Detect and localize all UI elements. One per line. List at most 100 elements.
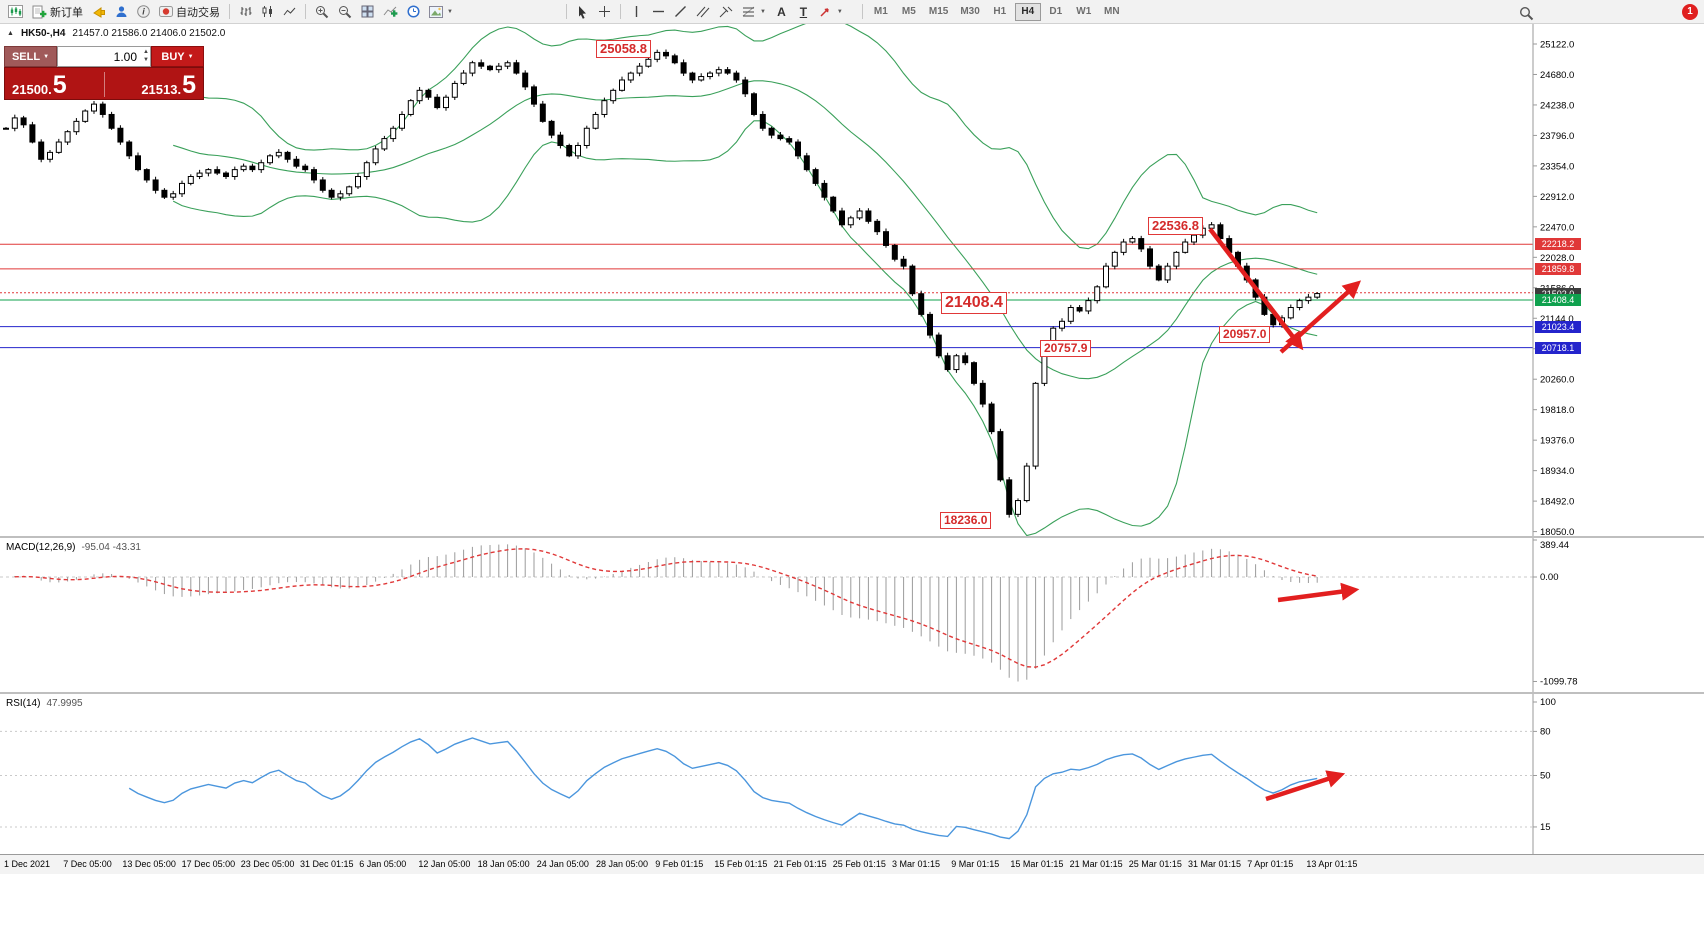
timeframe-M1[interactable]: M1 (868, 3, 894, 21)
zoom-out-button[interactable] (334, 2, 356, 22)
time-axis-label: 9 Feb 01:15 (655, 859, 704, 869)
window-icon: ▲ (7, 30, 14, 37)
chevron-down-icon: ▼ (43, 53, 50, 60)
macd-panel: 389.44 0.00 -1099.78 MACD(12,26,9) -95.04 … (0, 536, 1704, 692)
horizontal-line-button[interactable] (648, 2, 669, 22)
cursor-icon (579, 5, 587, 19)
price-axis-label: 23354.0 (1540, 161, 1574, 172)
pitchfork-button[interactable] (715, 2, 737, 22)
volume-input[interactable]: 1.00 ▲ ▼ (57, 46, 151, 67)
price-annotation[interactable]: 21408.4 (941, 292, 1007, 314)
trend-arrow (1277, 582, 1360, 603)
price-annotation[interactable]: 18236.0 (940, 512, 992, 529)
time-axis-label: 28 Jan 05:00 (596, 859, 649, 869)
macd-axis-label: 389.44 (1540, 540, 1569, 551)
time-axis-label: 24 Jan 05:00 (536, 859, 589, 869)
cursor-button[interactable] (572, 2, 593, 22)
rsi-canvas[interactable]: 100 80 50 15 (0, 694, 1704, 854)
new-chart-button[interactable] (4, 2, 27, 22)
trendline-button[interactable] (670, 2, 691, 22)
price-chart-canvas[interactable]: 25122.0 24680.0 24238.0 23796.0 23354.0 22912… (0, 24, 1704, 536)
text-label-button[interactable]: T (793, 2, 814, 22)
chart-window: 25122.0 24680.0 24238.0 23796.0 23354.0 22912… (0, 24, 1704, 536)
time-axis-label: 9 Mar 01:15 (951, 859, 1000, 869)
chart-title: HK50-,H4 (20, 28, 66, 39)
one-click-trading-panel: SELL ▼ 1.00 ▲ ▼ BUY ▼ 21500. 5 21513. 5 (4, 46, 204, 100)
price-axis-label: 24680.0 (1540, 70, 1574, 81)
time-axis-label: 12 Jan 05:00 (418, 859, 471, 869)
crosshair-button[interactable] (594, 2, 615, 22)
autotrading-button[interactable]: 自动交易 (155, 2, 224, 22)
timeframe-H1[interactable]: H1 (987, 3, 1013, 21)
macd-axis-label: 0.00 (1540, 572, 1559, 583)
rsi-line (128, 737, 1318, 840)
timeframe-M30[interactable]: M30 (955, 3, 984, 21)
fibonacci-button[interactable]: ▼ (738, 2, 770, 22)
price-tag: 20718.1 (1535, 341, 1581, 354)
time-axis-label: 15 Mar 01:15 (1010, 859, 1064, 869)
channel-icon (696, 6, 710, 18)
time-axis-label: 21 Mar 01:15 (1069, 859, 1123, 869)
sell-button[interactable]: SELL ▼ (4, 46, 57, 67)
rsi-label: RSI(14) 47.9995 (6, 698, 83, 709)
templates-button[interactable]: ▼ (425, 2, 457, 22)
timeframe-MN[interactable]: MN (1099, 3, 1125, 21)
line-chart-button[interactable] (279, 2, 300, 22)
buy-button[interactable]: BUY ▼ (151, 46, 204, 67)
metaeditor-button[interactable] (88, 2, 110, 22)
bar-chart-button[interactable] (235, 2, 256, 22)
price-annotation[interactable]: 20757.9 (1040, 340, 1092, 357)
timeframe-M5[interactable]: M5 (896, 3, 922, 21)
time-axis[interactable]: 1 Dec 2021 7 Dec 05:00 13 Dec 05:00 17 Dec … (0, 854, 1704, 874)
chart-header: ▲ HK50-,H4 21457.0 21586.0 21406.0 21502… (7, 28, 225, 39)
trade-panel-controls: SELL ▼ 1.00 ▲ ▼ BUY ▼ (4, 46, 204, 67)
toolbar-separator (861, 4, 863, 19)
price-annotation[interactable]: 20957.0 (1219, 326, 1271, 343)
new-order-icon (32, 5, 47, 18)
channel-button[interactable] (692, 2, 714, 22)
chevron-down-icon: ▼ (759, 8, 766, 15)
trend-arrow (1279, 280, 1362, 354)
community-button[interactable] (111, 2, 132, 22)
chevron-down-icon: ▼ (447, 8, 453, 15)
info-icon: i (137, 5, 150, 18)
periods-button[interactable] (403, 2, 424, 22)
toolbar-separator (305, 4, 306, 19)
macd-label: MACD(12,26,9) -95.04 -43.31 (6, 542, 141, 553)
tile-windows-button[interactable] (357, 2, 378, 22)
volume-spinner[interactable]: ▲ ▼ (143, 49, 149, 63)
vertical-line-button[interactable] (626, 2, 647, 22)
arrows-tool-button[interactable]: ▼ (815, 2, 847, 22)
arrow-tool-icon (820, 8, 829, 17)
search-button[interactable] (1515, 3, 1538, 23)
price-tag: 22218.2 (1535, 238, 1581, 251)
data-window-button[interactable]: i (133, 2, 154, 22)
price-axis-label: 22470.0 (1540, 222, 1574, 233)
macd-canvas[interactable]: 389.44 0.00 -1099.78 (0, 538, 1704, 692)
trend-arrow (1208, 227, 1304, 351)
buy-price[interactable]: 21513. 5 (141, 71, 196, 99)
price-axis-label: 22912.0 (1540, 192, 1574, 203)
notification-badge[interactable]: 1 (1682, 4, 1698, 20)
indicators-button[interactable] (379, 2, 402, 22)
time-axis-label: 1 Dec 2021 (4, 859, 51, 869)
timeframe-M15[interactable]: M15 (924, 3, 953, 21)
timeframe-D1[interactable]: D1 (1043, 3, 1069, 21)
candlestick-chart-button[interactable] (257, 2, 278, 22)
price-axis-label: 19818.0 (1540, 405, 1574, 416)
sell-label: SELL (11, 50, 41, 63)
timeframe-H4[interactable]: H4 (1014, 2, 1041, 21)
new-order-button[interactable]: 新订单 (28, 2, 87, 22)
timeframe-W1[interactable]: W1 (1071, 3, 1097, 21)
trend-arrow (1265, 770, 1346, 802)
main-toolbar: 新订单 i 自动交易 ▼ ▼ A T ▼ M1 M5 M15 M30 H1 H4 D1 W1 M… (0, 0, 1704, 24)
price-annotation[interactable]: 25058.8 (596, 40, 651, 59)
price-annotation[interactable]: 22536.8 (1148, 217, 1203, 236)
text-tool-button[interactable]: A (771, 2, 792, 22)
zoom-in-button[interactable] (311, 2, 333, 22)
time-axis-label: 21 Feb 01:15 (773, 859, 827, 869)
candles-series (3, 49, 1321, 518)
buy-label: BUY (161, 50, 185, 63)
price-axis-label: 21144.0 (1540, 314, 1574, 325)
sell-price[interactable]: 21500. 5 (12, 71, 67, 99)
